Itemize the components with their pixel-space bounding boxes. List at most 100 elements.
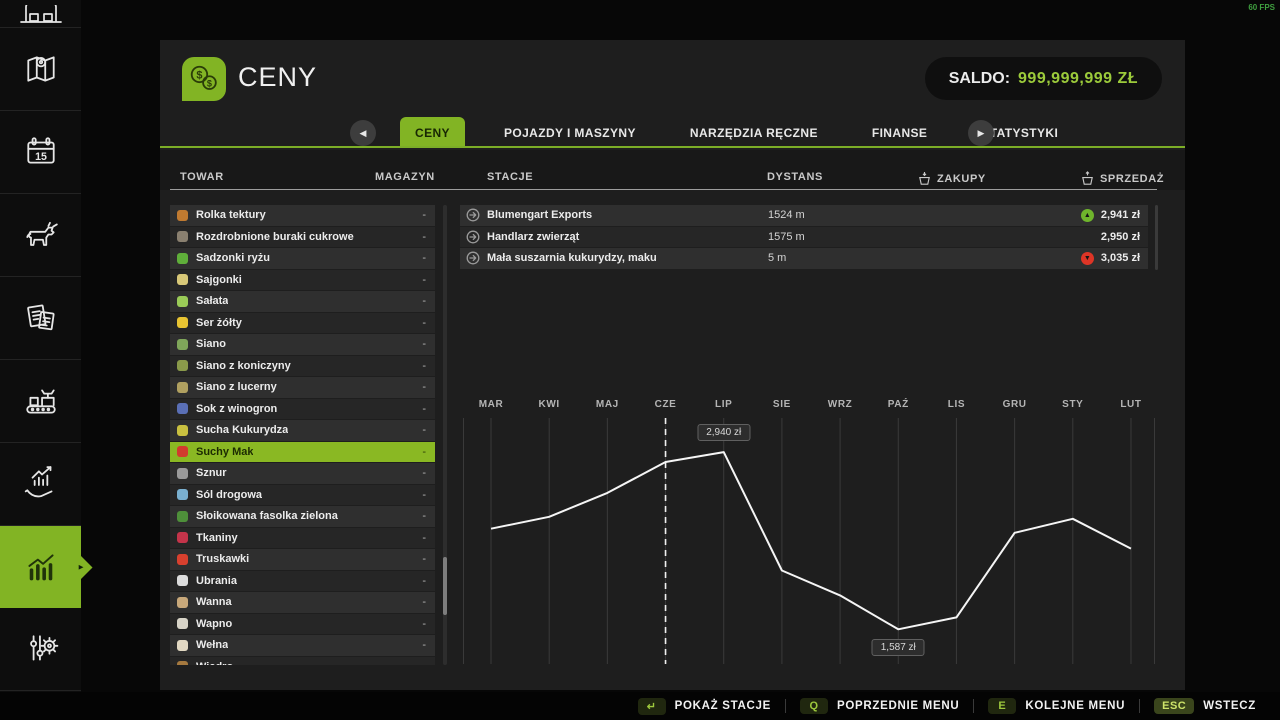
column-sprzedaz: SPRZEDAŻ bbox=[1080, 171, 1164, 186]
product-row[interactable]: Truskawki - bbox=[170, 549, 435, 570]
station-row[interactable]: Mała suszarnia kukurydzy, maku 5 m ▼ 3,035 … bbox=[460, 248, 1148, 269]
station-name: Handlarz zwierząt bbox=[487, 230, 580, 243]
product-row[interactable]: Wapno - bbox=[170, 613, 435, 634]
chart-month-label: CZE bbox=[654, 399, 677, 410]
product-row[interactable]: Siano - bbox=[170, 334, 435, 355]
money-icon: $ $ bbox=[182, 57, 226, 101]
tabs-prev-button[interactable]: ◀ bbox=[350, 120, 376, 146]
station-row[interactable]: Blumengart Exports 1524 m ▲ 2,941 zł bbox=[460, 205, 1148, 226]
sidebar-item-prices[interactable]: ► bbox=[0, 526, 93, 608]
hand-chart-icon bbox=[22, 466, 60, 502]
hint-kolejne-menu[interactable]: E KOLEJNE MENU bbox=[988, 698, 1139, 714]
scrollbar-thumb[interactable] bbox=[443, 557, 447, 615]
product-row[interactable]: Suchy Mak - bbox=[170, 441, 435, 462]
station-name: Blumengart Exports bbox=[487, 209, 593, 222]
column-stacje: STACJE bbox=[487, 171, 534, 183]
hint-pokaż-stacje[interactable]: ↵ POKAŻ STACJE bbox=[637, 697, 785, 715]
product-row[interactable]: Sznur - bbox=[170, 463, 435, 484]
product-row[interactable]: Sok z winogron - bbox=[170, 398, 435, 419]
product-row[interactable]: Sadzonki ryżu - bbox=[170, 248, 435, 269]
chart-month-label: GRU bbox=[1002, 399, 1027, 410]
product-icon bbox=[177, 424, 188, 436]
product-row[interactable]: Rozdrobnione buraki cukrowe - bbox=[170, 226, 435, 247]
chart-month-label: LIS bbox=[947, 399, 966, 410]
station-distance: 1524 m bbox=[768, 209, 805, 222]
sidebar-item-settings[interactable] bbox=[0, 608, 81, 691]
sidebar-item-finances[interactable] bbox=[0, 443, 81, 526]
goto-station-icon[interactable] bbox=[466, 230, 480, 244]
sidebar-item-contracts[interactable] bbox=[0, 277, 81, 360]
product-name: Tkaniny bbox=[196, 531, 238, 544]
hint-label: WSTECZ bbox=[1203, 700, 1256, 712]
product-name: Rolka tektury bbox=[196, 209, 266, 222]
product-icon bbox=[177, 274, 188, 286]
product-row[interactable]: Słoikowana fasolka zielona - bbox=[170, 506, 435, 527]
product-storage-value: - bbox=[422, 617, 426, 630]
tab-ceny[interactable]: CENY bbox=[400, 117, 465, 148]
product-storage-value: - bbox=[422, 273, 426, 286]
price-line bbox=[490, 451, 1132, 631]
tab-finanse[interactable]: FINANSE bbox=[871, 125, 928, 140]
product-storage-value: - bbox=[422, 488, 426, 501]
product-name: Siano bbox=[196, 338, 226, 351]
product-row[interactable]: Ubrania - bbox=[170, 570, 435, 591]
buy-icon bbox=[919, 171, 930, 185]
sidebar-item-production[interactable] bbox=[0, 360, 81, 443]
product-name: Rozdrobnione buraki cukrowe bbox=[196, 230, 354, 243]
product-row[interactable]: Wełna - bbox=[170, 635, 435, 656]
sidebar-item-map[interactable] bbox=[0, 28, 81, 111]
product-row[interactable]: Sól drogowa - bbox=[170, 484, 435, 505]
product-row[interactable]: Wiadro - bbox=[170, 656, 435, 665]
product-row[interactable]: Sajgonki - bbox=[170, 269, 435, 290]
product-name: Sól drogowa bbox=[196, 488, 262, 501]
sidebar-item-vehicles[interactable] bbox=[0, 0, 81, 28]
product-row[interactable]: Sucha Kukurydza - bbox=[170, 420, 435, 441]
product-list-scrollbar[interactable] bbox=[443, 205, 447, 665]
product-row[interactable]: Ser żółty - bbox=[170, 312, 435, 333]
station-distance: 1575 m bbox=[768, 230, 805, 243]
product-row[interactable]: Tkaniny - bbox=[170, 527, 435, 548]
station-list-scrollbar[interactable] bbox=[1155, 205, 1158, 270]
tab-pojazdy-i-maszyny[interactable]: POJAZDY I MASZYNY bbox=[503, 125, 636, 140]
calendar-icon: 15 bbox=[23, 134, 59, 170]
sell-icon bbox=[1082, 171, 1093, 185]
goto-station-icon[interactable] bbox=[466, 251, 480, 265]
keycap-enter: ↵ bbox=[637, 697, 666, 715]
product-row[interactable]: Siano z koniczyny - bbox=[170, 355, 435, 376]
station-row[interactable]: Handlarz zwierząt 1575 m 2,950 zł bbox=[460, 226, 1148, 247]
goto-station-icon[interactable] bbox=[466, 208, 480, 222]
hint-poprzednie-menu[interactable]: Q POPRZEDNIE MENU bbox=[800, 698, 973, 714]
chart-month-label: LUT bbox=[1120, 399, 1142, 410]
tab-narz-dzia-r-czne[interactable]: NARZĘDZIA RĘCZNE bbox=[689, 125, 818, 140]
product-name: Sałata bbox=[196, 295, 229, 308]
product-row[interactable]: Sałata - bbox=[170, 291, 435, 312]
product-icon bbox=[177, 317, 188, 329]
statistics-icon bbox=[22, 548, 60, 586]
product-icon bbox=[177, 467, 188, 479]
tab-statystyki[interactable]: STATYSTYKI bbox=[981, 125, 1059, 140]
product-name: Sajgonki bbox=[196, 273, 242, 286]
hint-wstecz[interactable]: ESC WSTECZ bbox=[1154, 698, 1270, 714]
product-row[interactable]: Rolka tektury - bbox=[170, 205, 435, 226]
svg-text:15: 15 bbox=[35, 151, 47, 163]
product-name: Sznur bbox=[196, 467, 227, 480]
product-storage-value: - bbox=[422, 230, 426, 243]
cow-icon bbox=[22, 217, 60, 253]
product-storage-value: - bbox=[422, 467, 426, 480]
product-name: Ser żółty bbox=[196, 316, 242, 329]
station-price-group: 2,950 zł bbox=[1101, 231, 1148, 243]
chart-month-label: MAJ bbox=[595, 399, 619, 410]
product-icon bbox=[177, 510, 188, 522]
product-storage-value: - bbox=[422, 424, 426, 437]
tabs-next-button[interactable]: ▶ bbox=[968, 120, 994, 146]
product-row[interactable]: Wanna - bbox=[170, 592, 435, 613]
hint-separator bbox=[973, 699, 975, 713]
header-divider bbox=[170, 189, 1157, 190]
product-list: Rolka tektury - Rozdrobnione buraki cukrow… bbox=[170, 205, 435, 665]
chart-month-label: MAR bbox=[478, 399, 504, 410]
product-row[interactable]: Siano z lucerny - bbox=[170, 377, 435, 398]
sidebar-item-calendar[interactable]: 15 bbox=[0, 111, 81, 194]
sidebar-item-animals[interactable] bbox=[0, 194, 81, 277]
product-icon bbox=[177, 489, 188, 501]
product-icon bbox=[177, 575, 188, 587]
